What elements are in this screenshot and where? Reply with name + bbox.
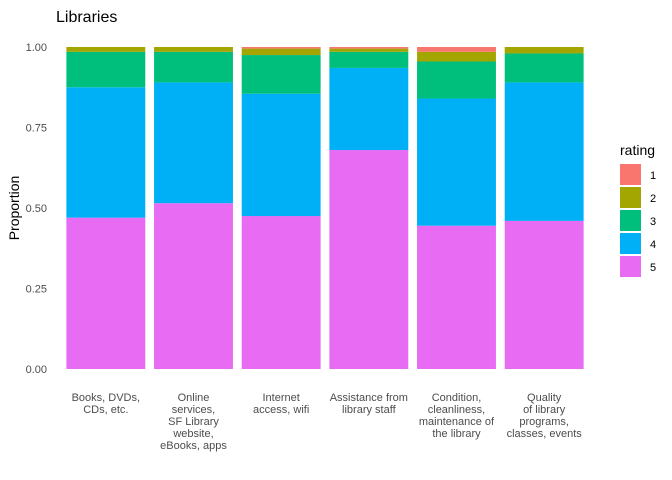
legend-key (620, 256, 641, 277)
bar-segment (329, 47, 409, 49)
x-tick-label-line: eBooks, apps (160, 440, 227, 452)
y-tick-label: 0.00 (26, 364, 47, 376)
y-tick-label: 0.50 (26, 203, 47, 215)
x-tick-label-line: services, (172, 404, 215, 416)
x-tick-label-line: the library (432, 428, 481, 440)
bar-segment (504, 220, 584, 369)
y-axis-title: Proportion (6, 176, 22, 241)
bars (66, 47, 584, 369)
bar-segment (66, 87, 146, 218)
x-tick-label: Online services, SF Library website, eBooks,… (160, 392, 227, 452)
x-tick-label-line: Books, DVDs, (72, 392, 140, 404)
bar-segment (329, 51, 409, 68)
x-tick-label-line: of library (523, 404, 566, 416)
bar-segment (241, 48, 321, 56)
y-tick-label: 0.25 (26, 284, 47, 296)
bar-segment (329, 67, 409, 151)
bar-segment (329, 48, 409, 52)
x-tick-label: Books, DVDs, CDs, etc. (72, 392, 140, 416)
x-tick-label-line: classes, events (507, 428, 583, 440)
legend-key (620, 233, 641, 254)
bar-segment (504, 47, 584, 54)
x-tick-label-line: maintenance of (419, 416, 495, 428)
legend-label: 1 (650, 170, 656, 182)
bar-segment (417, 98, 496, 226)
bar-segment (241, 93, 321, 217)
x-tick-label-line: access, wifi (253, 404, 309, 416)
legend-label: 3 (650, 216, 656, 228)
x-tick-label-line: CDs, etc. (83, 404, 128, 416)
legend-label: 5 (650, 262, 656, 274)
x-tick-label-line: Assistance from (330, 392, 408, 404)
x-tick-label-line: cleanliness, (428, 404, 485, 416)
bar-segment (329, 150, 409, 369)
y-tick-label: 0.75 (26, 123, 47, 135)
x-tick-label: Quality of library programs, classes, event… (507, 392, 583, 440)
y-axis-ticks: 0.00 0.25 0.50 0.75 1.00 (26, 42, 47, 376)
legend-key (620, 164, 641, 185)
y-tick-label: 1.00 (26, 42, 47, 54)
bar-segment (154, 82, 233, 204)
bar-segment (154, 51, 233, 83)
bar-segment (417, 47, 496, 52)
bar-segment (504, 53, 584, 83)
x-tick-label-line: Quality (527, 392, 562, 404)
x-tick-label-line: programs, (519, 416, 569, 428)
x-tick-label-line: Condition, (432, 392, 482, 404)
legend-label: 4 (650, 239, 656, 251)
bar-segment (154, 47, 233, 52)
bar-segment (417, 225, 496, 369)
x-tick-label-line: library staff (342, 404, 397, 416)
bar-segment (504, 82, 584, 221)
x-tick-label-line: Internet (263, 392, 300, 404)
bar-segment (241, 55, 321, 94)
x-tick-label-line: Online (178, 392, 210, 404)
x-tick-label-line: SF Library (168, 416, 219, 428)
bar-segment (66, 217, 146, 369)
bar-segment (241, 47, 321, 49)
x-tick-label: Condition, cleanliness, maintenance of the … (419, 392, 495, 440)
legend: rating 1 2 3 4 5 (620, 142, 656, 277)
bar-segment (66, 51, 146, 88)
legend-key (620, 187, 641, 208)
legend-label: 2 (650, 193, 656, 205)
bar-segment (241, 216, 321, 369)
x-tick-label: Assistance from library staff (330, 392, 408, 416)
bar-segment (154, 203, 233, 369)
bar-segment (66, 47, 146, 52)
x-tick-label-line: website, (172, 428, 213, 440)
legend-title: rating (620, 142, 655, 158)
bar-segment (417, 51, 496, 62)
chart-title: Libraries (56, 9, 117, 26)
x-tick-label: Internet access, wifi (253, 392, 309, 416)
bar-segment (417, 61, 496, 99)
x-axis-ticks: Books, DVDs, CDs, etc. Online services, SF L… (72, 392, 583, 452)
legend-key (620, 210, 641, 231)
